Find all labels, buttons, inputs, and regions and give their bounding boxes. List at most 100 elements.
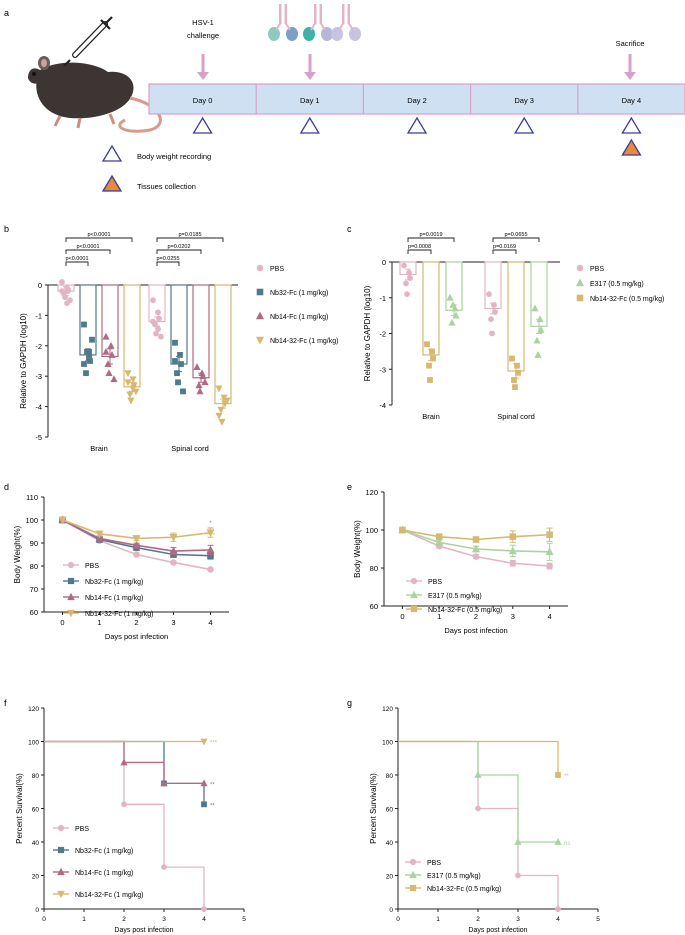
significance-bracket <box>65 249 111 254</box>
y-tick-label: -3 <box>379 365 386 374</box>
antibody-stalk-left <box>279 4 282 24</box>
legend-marker <box>67 592 75 601</box>
y-axis-label: Percent Survival(%) <box>369 773 378 844</box>
legend-marker <box>57 824 65 832</box>
data-point <box>511 377 517 383</box>
y-tick-label: 120 <box>382 706 393 713</box>
bar-Nb14-32-Fc (0.5 mg/kg) <box>507 261 525 372</box>
x-category-label: Brain <box>90 444 108 453</box>
data-point <box>153 330 159 337</box>
antibody-stalk-left <box>342 4 345 24</box>
weight-triangle-icon <box>406 116 428 134</box>
y-tick-label: 90 <box>30 539 38 548</box>
data-point <box>407 275 413 281</box>
data-point <box>174 370 180 377</box>
data-point <box>399 526 406 534</box>
data-point <box>177 352 183 358</box>
data-point <box>488 316 494 323</box>
antibody-arm-right <box>286 27 298 41</box>
data-point <box>105 369 113 377</box>
significance-annotation: ns <box>564 841 570 847</box>
legend-marker <box>410 605 418 613</box>
data-point <box>104 360 112 367</box>
data-point <box>65 286 71 293</box>
data-point <box>401 262 407 269</box>
data-point <box>132 540 141 549</box>
data-point <box>124 370 132 378</box>
data-point <box>169 533 178 542</box>
legend-tissue-label: Tissues collection <box>137 182 196 191</box>
data-point <box>406 269 412 276</box>
y-tick-label: 80 <box>386 773 394 780</box>
antibody-hinge <box>275 21 282 31</box>
y-tick-label: 0 <box>389 907 393 914</box>
x-tick-label: 4 <box>202 916 206 923</box>
arrow-head <box>624 72 636 80</box>
y-tick-label: 100 <box>382 740 393 747</box>
data-point <box>546 531 553 539</box>
data-point <box>533 336 541 344</box>
censor-marker <box>514 838 522 845</box>
antibody-arm-left <box>268 27 280 41</box>
y-tick-label: 60 <box>386 807 394 814</box>
panel-g-letter: g <box>347 698 352 708</box>
significance-bracket <box>156 261 180 266</box>
significance-annotation: ** <box>564 774 569 780</box>
data-point <box>509 559 517 567</box>
survival-step-line <box>398 740 559 775</box>
x-tick-label: 1 <box>82 916 86 923</box>
censor-marker <box>201 906 207 912</box>
weight-triangle-icon <box>192 116 213 134</box>
censor-marker <box>200 738 208 746</box>
x-axis-label: Days post infection <box>444 626 507 635</box>
bar-PBS <box>484 261 502 310</box>
legend-weight-label: Body weight recording <box>137 152 211 161</box>
data-point <box>509 355 515 362</box>
data-point <box>449 300 457 308</box>
significance-annotation: *** <box>210 741 218 747</box>
y-tick-label: 60 <box>30 608 38 617</box>
data-point <box>536 315 544 323</box>
weight-triangle-icon <box>514 116 535 134</box>
significance-bracket <box>492 249 517 254</box>
timeline-day-label: Day 4 <box>622 96 642 105</box>
y-tick-label: 80 <box>30 562 38 571</box>
data-point <box>435 533 443 540</box>
data-point <box>132 388 140 396</box>
data-point <box>110 375 118 383</box>
legend-label: Nb14-32-Fc (0.5 mg/kg) <box>590 296 664 303</box>
legend-marker <box>410 590 418 599</box>
x-tick-label: 4 <box>548 612 552 621</box>
x-axis-label: Days post infection <box>468 927 527 934</box>
p-value-label: p=0.0655 <box>504 232 527 238</box>
antibody-arm-left <box>331 27 343 41</box>
antibody-stalk-right <box>319 4 322 24</box>
y-tick-label: -4 <box>35 403 42 412</box>
x-tick-label: 3 <box>516 916 520 923</box>
data-point <box>199 372 207 380</box>
legend-weight-triangle-icon <box>101 144 123 162</box>
panel-b-letter: b <box>4 224 9 234</box>
p-value-label: p<0.0001 <box>65 256 88 262</box>
censor-marker <box>121 801 127 808</box>
y-tick-label: 40 <box>32 840 40 847</box>
x-category-label: Spinal cord <box>497 412 535 421</box>
y-tick-label: 100 <box>25 516 38 525</box>
legend-marker <box>409 884 417 892</box>
y-tick-label: 70 <box>30 585 38 594</box>
legend-label: E317 (0.5 mg/kg) <box>590 281 644 288</box>
x-category-label: Brain <box>422 412 440 421</box>
legend-marker <box>576 264 584 272</box>
data-point <box>108 350 116 358</box>
data-point <box>83 370 89 377</box>
legend-label: PBS <box>590 266 604 273</box>
p-value-label: p=0.0202 <box>167 244 190 250</box>
x-tick-label: 1 <box>97 618 101 627</box>
antibody-arm-left <box>303 27 315 41</box>
data-point <box>546 562 553 570</box>
data-point <box>81 321 87 328</box>
panel-f-chart: 0 20 40 60 80 100 120 0 1 2 3 4 5 Days post infection… <box>15 706 246 934</box>
significance-annotation: **** <box>206 533 216 539</box>
x-tick-label: 0 <box>400 612 404 621</box>
y-tick-label: 60 <box>370 602 378 611</box>
